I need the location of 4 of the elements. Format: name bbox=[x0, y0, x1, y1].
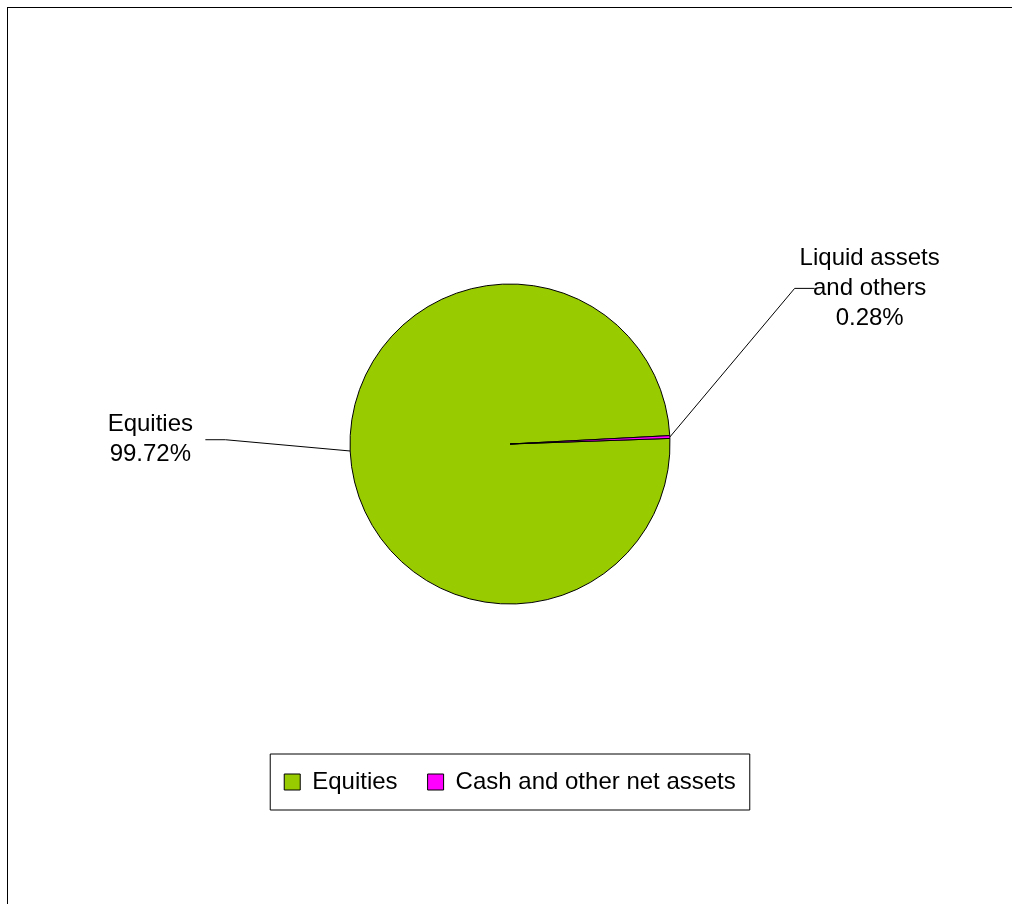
data-label: Liquid assets and others 0.28% bbox=[799, 243, 940, 331]
legend-label: Equities bbox=[312, 766, 398, 794]
data-label: Equities 99.72% bbox=[107, 409, 194, 467]
legend-label: Cash and other net assets bbox=[455, 766, 736, 794]
